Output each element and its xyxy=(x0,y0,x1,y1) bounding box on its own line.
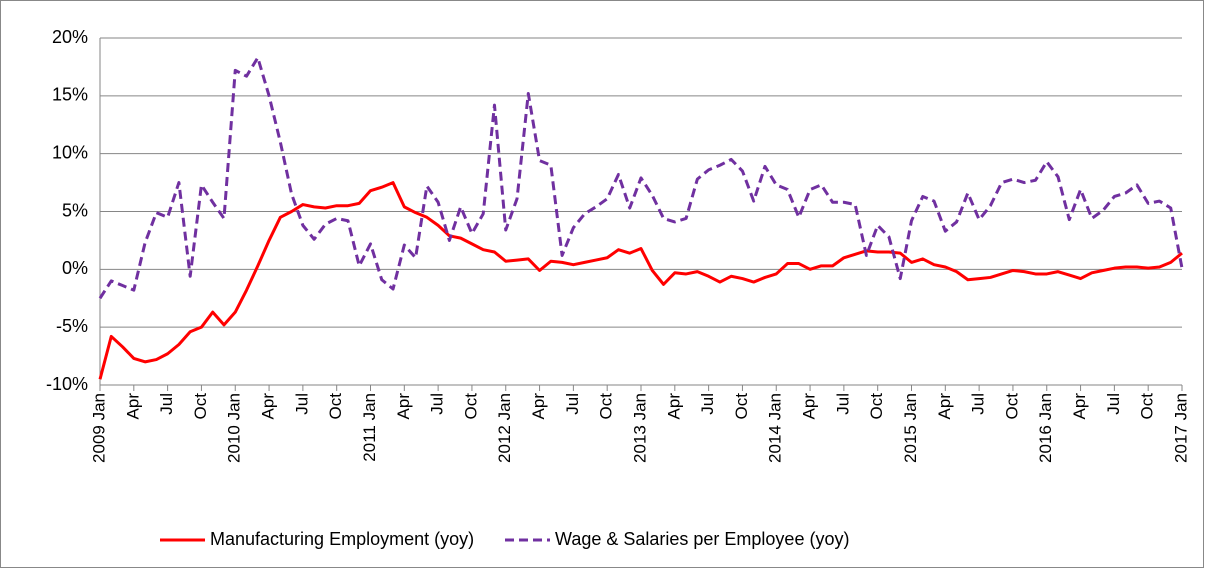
x-tick-label: Apr xyxy=(123,393,142,420)
x-tick-label: Apr xyxy=(259,393,278,420)
x-tick-label: Apr xyxy=(935,393,954,420)
x-tick-label: Oct xyxy=(461,393,480,420)
y-tick-label: -10% xyxy=(46,374,88,394)
y-tick-label: 5% xyxy=(62,200,88,220)
series-line xyxy=(98,181,1183,380)
x-tick-label: Jul xyxy=(157,393,176,415)
x-tick-label: Oct xyxy=(867,393,886,420)
x-tick-label: Jul xyxy=(292,393,311,415)
x-tick-label: Jul xyxy=(698,393,717,415)
legend-label: Wage & Salaries per Employee (yoy) xyxy=(555,529,849,549)
x-tick-label: Apr xyxy=(529,393,548,420)
x-tick-label: Oct xyxy=(1002,393,1021,420)
x-tick-label: Apr xyxy=(800,393,819,420)
x-tick-label: Oct xyxy=(1138,393,1157,420)
legend-label: Manufacturing Employment (yoy) xyxy=(210,529,474,549)
x-tick-label: Oct xyxy=(597,393,616,420)
x-tick-label: Jul xyxy=(969,393,988,415)
y-tick-label: 10% xyxy=(52,142,88,162)
x-tick-label: Oct xyxy=(191,393,210,420)
x-tick-label: 2011 Jan xyxy=(360,393,379,462)
x-tick-label: Jul xyxy=(428,393,447,415)
x-tick-label: 2014 Jan xyxy=(766,393,785,463)
x-tick-label: Oct xyxy=(326,393,345,420)
y-tick-label: 0% xyxy=(62,258,88,278)
y-tick-label: 15% xyxy=(52,85,88,105)
x-tick-label: Oct xyxy=(732,393,751,420)
x-tick-label: 2010 Jan xyxy=(225,393,244,463)
x-tick-label: Apr xyxy=(664,393,683,420)
x-tick-label: 2009 Jan xyxy=(89,393,108,463)
y-tick-label: -5% xyxy=(56,316,88,336)
x-tick-label: 2016 Jan xyxy=(1036,393,1055,463)
x-tick-label: 2017 Jan xyxy=(1171,393,1190,463)
y-tick-label: 20% xyxy=(52,27,88,47)
x-tick-label: Apr xyxy=(1070,393,1089,420)
x-tick-label: 2012 Jan xyxy=(495,393,514,463)
x-tick-label: Jul xyxy=(833,393,852,415)
x-tick-label: 2013 Jan xyxy=(630,393,649,463)
x-tick-label: 2015 Jan xyxy=(901,393,920,463)
x-tick-label: Jul xyxy=(563,393,582,415)
x-tick-label: Jul xyxy=(1104,393,1123,415)
series-line xyxy=(98,56,1184,300)
x-tick-label: Apr xyxy=(394,393,413,420)
